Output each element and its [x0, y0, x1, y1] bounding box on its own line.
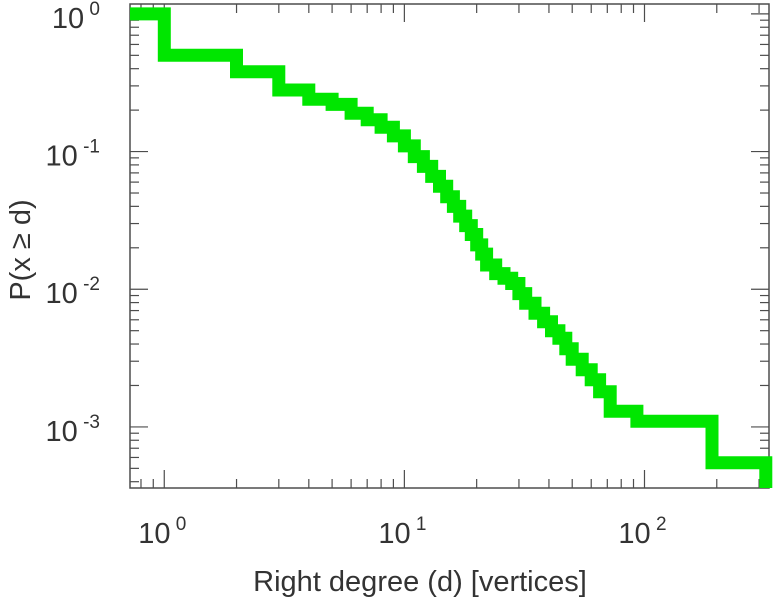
x-tick-label: 10 0: [138, 514, 186, 550]
y-tick-label: 10 -2: [46, 274, 100, 310]
x-tick-label: 10 2: [618, 514, 666, 550]
x-axis-label: Right degree (d) [vertices]: [253, 566, 587, 598]
axis-ticks: [130, 4, 769, 488]
series-layer: [130, 7, 773, 488]
plot-area: [129, 3, 770, 489]
plot-frame: [129, 3, 770, 489]
y-axis-label: P(x ≥ d): [5, 199, 37, 300]
y-tick-label: 10 -3: [46, 412, 100, 448]
x-tick-label: 10 1: [378, 514, 426, 550]
series-0-step-line: [130, 7, 773, 488]
tick-labels: 10 0 10 1 10 2 10 0 10 -1 10 -2 10 -3: [46, 0, 667, 550]
y-tick-label: 10 0: [52, 0, 100, 35]
y-tick-label: 10 -1: [46, 137, 100, 173]
